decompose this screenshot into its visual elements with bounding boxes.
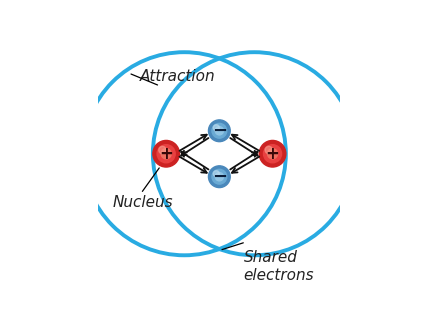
Circle shape bbox=[213, 125, 219, 131]
Circle shape bbox=[159, 146, 166, 154]
Circle shape bbox=[212, 169, 227, 184]
Text: Attraction: Attraction bbox=[140, 69, 215, 84]
Text: Shared
electrons: Shared electrons bbox=[244, 251, 314, 283]
Circle shape bbox=[259, 140, 286, 167]
Circle shape bbox=[265, 146, 273, 154]
Text: +: + bbox=[266, 145, 279, 163]
Text: +: + bbox=[159, 145, 173, 163]
Text: −: − bbox=[212, 168, 227, 186]
Circle shape bbox=[264, 145, 282, 163]
Circle shape bbox=[212, 123, 227, 138]
Circle shape bbox=[208, 120, 230, 142]
Text: Nucleus: Nucleus bbox=[113, 195, 174, 209]
Circle shape bbox=[215, 173, 223, 181]
Circle shape bbox=[208, 166, 230, 187]
Circle shape bbox=[157, 145, 175, 163]
Text: −: − bbox=[212, 122, 227, 140]
Circle shape bbox=[215, 127, 223, 135]
Circle shape bbox=[161, 149, 171, 159]
Circle shape bbox=[268, 149, 278, 159]
Circle shape bbox=[213, 171, 219, 177]
Circle shape bbox=[153, 140, 179, 167]
